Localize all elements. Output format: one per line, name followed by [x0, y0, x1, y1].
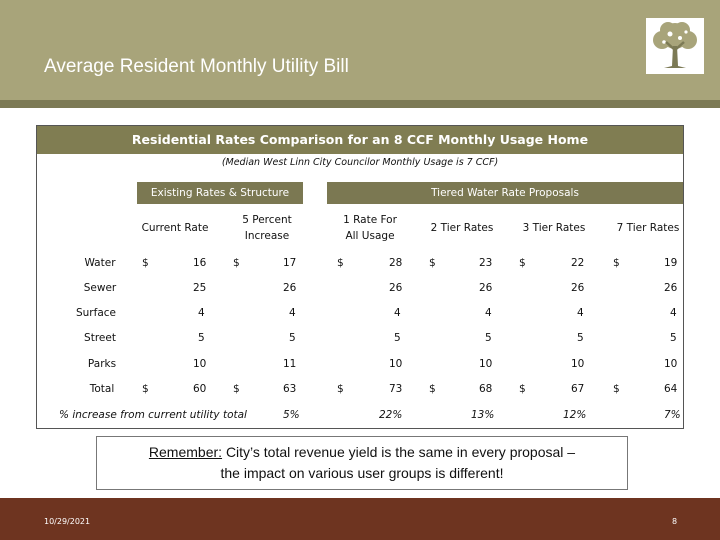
remember-text-2: the impact on various user groups is dif… — [220, 465, 504, 481]
remember-text-1: City’s total revenue yield is the same i… — [225, 444, 576, 460]
dollar-sign: $ — [429, 257, 436, 269]
table-cell: 16 — [193, 257, 207, 269]
table-cell: 4 — [394, 307, 401, 319]
table-title: Residential Rates Comparison for an 8 CC… — [37, 126, 683, 154]
remember-note: Remember: City’s total revenue yield is … — [96, 436, 628, 490]
dollar-sign: $ — [337, 383, 344, 395]
pct-value: 13% — [471, 409, 495, 421]
table-cell: 73 — [389, 383, 403, 395]
pct-increase-label: % increase from current utility total — [59, 409, 247, 421]
row-label-parks: Parks — [87, 358, 117, 370]
group-header-tiered: Tiered Water Rate Proposals — [327, 182, 683, 204]
pct-value: 22% — [379, 409, 403, 421]
table-cell: 10 — [571, 358, 585, 370]
table-cell: 22 — [571, 257, 585, 269]
table-cell: 63 — [283, 383, 297, 395]
table-cell: 5 — [670, 332, 677, 344]
table-cell: 19 — [664, 257, 678, 269]
rates-comparison-table: Residential Rates Comparison for an 8 CC… — [36, 125, 684, 429]
table-cell: 5 — [198, 332, 205, 344]
table-cell: 4 — [198, 307, 205, 319]
table-cell: 28 — [389, 257, 403, 269]
table-cell: 10 — [193, 358, 207, 370]
tree-logo-icon — [646, 18, 704, 74]
table-cell: 25 — [193, 282, 207, 294]
table-cell: 68 — [479, 383, 493, 395]
column-header-1-rate: 1 Rate For All Usage — [343, 213, 397, 242]
slide-footer: 10/29/2021 8 — [0, 498, 720, 540]
table-cell: 26 — [664, 282, 678, 294]
table-cell: 23 — [479, 257, 493, 269]
table-cell: 4 — [670, 307, 677, 319]
table-cell: 64 — [664, 383, 678, 395]
table-cell: 4 — [289, 307, 296, 319]
row-label-surface: Surface — [75, 307, 116, 319]
row-label-total: Total — [89, 383, 115, 395]
slide-header — [0, 0, 720, 100]
dollar-sign: $ — [519, 383, 526, 395]
dollar-sign: $ — [429, 383, 436, 395]
dollar-sign: $ — [337, 257, 344, 269]
table-cell: 26 — [283, 282, 297, 294]
column-header-3-tier: 3 Tier Rates — [522, 221, 586, 234]
remember-line-1: Remember: City’s total revenue yield is … — [97, 442, 627, 463]
table-cell: 26 — [389, 282, 403, 294]
dollar-sign: $ — [613, 383, 620, 395]
table-cell: 67 — [571, 383, 585, 395]
column-header-current-rate: Current Rate — [141, 221, 209, 234]
group-header-existing: Existing Rates & Structure — [137, 182, 303, 204]
dollar-sign: $ — [142, 257, 149, 269]
slide-title: Average Resident Monthly Utility Bill — [44, 56, 349, 77]
table-cell: 11 — [283, 358, 297, 370]
table-cell: 26 — [571, 282, 585, 294]
dollar-sign: $ — [233, 257, 240, 269]
table-cell: 60 — [193, 383, 207, 395]
column-header-7-tier: 7 Tier Rates — [616, 221, 680, 234]
table-cell: 5 — [394, 332, 401, 344]
table-cell: 5 — [485, 332, 492, 344]
pct-value: 12% — [563, 409, 587, 421]
table-cell: 10 — [479, 358, 493, 370]
table-cell: 5 — [577, 332, 584, 344]
remember-lead: Remember: — [148, 444, 223, 460]
row-label-sewer: Sewer — [83, 282, 117, 294]
table-cell: 5 — [289, 332, 296, 344]
page-number: 8 — [672, 517, 678, 526]
column-header-2-tier: 2 Tier Rates — [430, 221, 494, 234]
table-cell: 26 — [479, 282, 493, 294]
table-cell: 10 — [664, 358, 678, 370]
column-header-5-percent: 5 Percent Increase — [242, 213, 292, 242]
table-subtitle: (Median West Linn City Councilor Monthly… — [37, 154, 683, 172]
dollar-sign: $ — [142, 383, 149, 395]
pct-value: 7% — [664, 409, 681, 421]
pct-value: 5% — [283, 409, 300, 421]
dollar-sign: $ — [519, 257, 526, 269]
table-cell: 10 — [389, 358, 403, 370]
footer-date: 10/29/2021 — [44, 517, 91, 526]
table-cell: 4 — [577, 307, 584, 319]
dollar-sign: $ — [613, 257, 620, 269]
row-label-water: Water — [84, 257, 116, 269]
table-cell: 17 — [283, 257, 297, 269]
header-band — [0, 100, 720, 108]
table-cell: 4 — [485, 307, 492, 319]
row-label-street: Street — [84, 332, 116, 344]
dollar-sign: $ — [233, 383, 240, 395]
